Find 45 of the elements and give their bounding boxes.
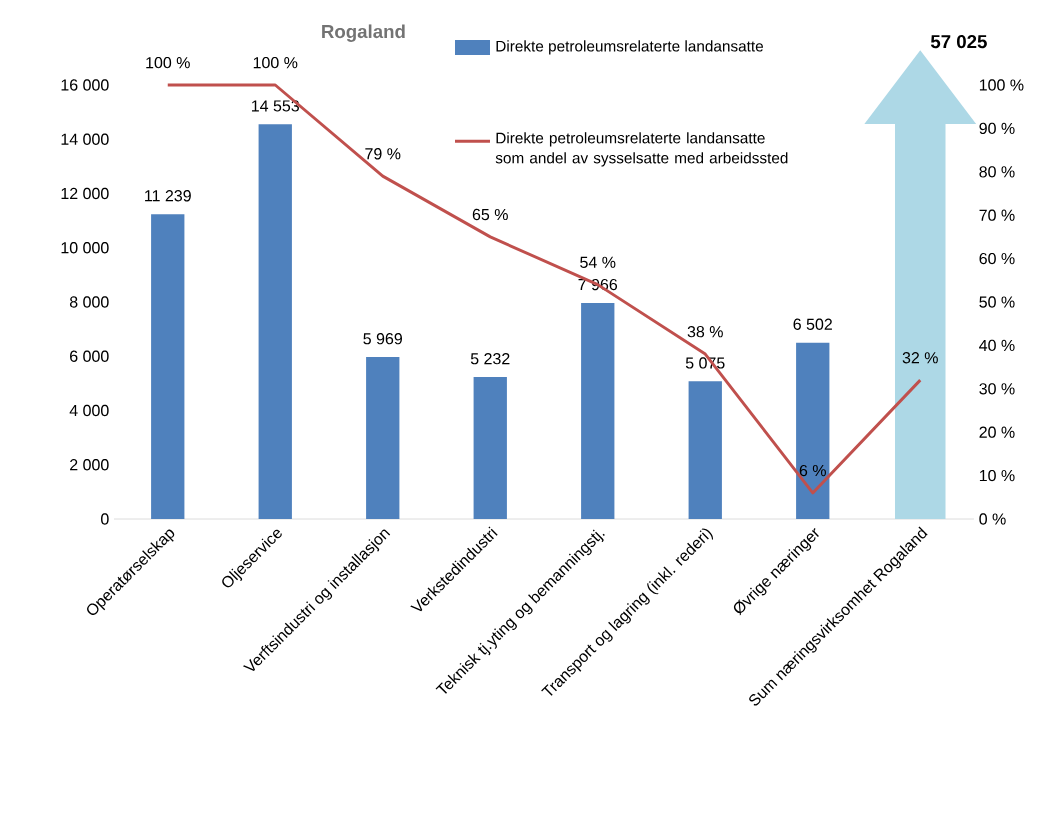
y-tick-label: 12 000 [61,187,109,200]
data-label: 54 % [580,256,616,268]
bar [581,302,615,519]
chart-title: Rogaland [322,24,405,42]
data-label: 79 % [365,148,401,160]
y2-tick-label: 100 % [979,79,1024,91]
data-label: 32 % [902,352,938,364]
y2-tick-label: 20 % [979,426,1015,438]
data-label: 65 % [472,208,508,221]
y-tick-label: 2 000 [70,459,109,471]
y-tick-label: 4 000 [69,404,109,417]
bar [258,124,292,519]
line-series [166,83,922,495]
y2-tick-label: 30 % [979,383,1015,395]
data-label: 38 % [687,326,723,338]
y-tick-label: 8 000 [69,296,109,308]
data-label: 5 969 [363,333,402,345]
y2-tick-label: 10 % [979,469,1015,482]
y-tick-label: 16 000 [61,79,109,91]
data-label: 6 502 [793,318,832,330]
y-tick-label: 10 000 [61,242,109,254]
y2-tick-label: 50 % [979,296,1015,308]
bar [151,214,185,519]
y2-tick-label: 90 % [979,122,1015,135]
y2-tick-label: 0 % [979,513,1006,525]
y2-tick-label: 40 % [979,339,1015,352]
data-label: 100 % [253,56,298,69]
data-label: 100 % [146,56,190,69]
bar [688,381,722,519]
y2-tick-label: 80 % [979,166,1015,178]
bar [473,377,507,519]
data-label: 5 232 [470,353,510,365]
legend-label: Direkte petroleumsrelaterte landansatte [496,40,764,55]
text: 57 025 [930,34,987,49]
y-tick-label: 14 000 [61,133,109,145]
y-tick-label: 0 [101,513,109,525]
data-label: 14 553 [252,100,299,112]
data-label: 6 % [799,464,826,477]
data-label: 11 239 [145,190,191,202]
bar [366,357,400,519]
legend-label: Direkte petroleumsrelaterte landansatte som andel av sysselsatte med arbeidssted [495,132,788,167]
y-tick-label: 6 000 [70,350,109,362]
y2-tick-label: 70 % [979,209,1015,221]
bar [796,342,830,519]
y2-tick-label: 60 % [979,252,1015,265]
